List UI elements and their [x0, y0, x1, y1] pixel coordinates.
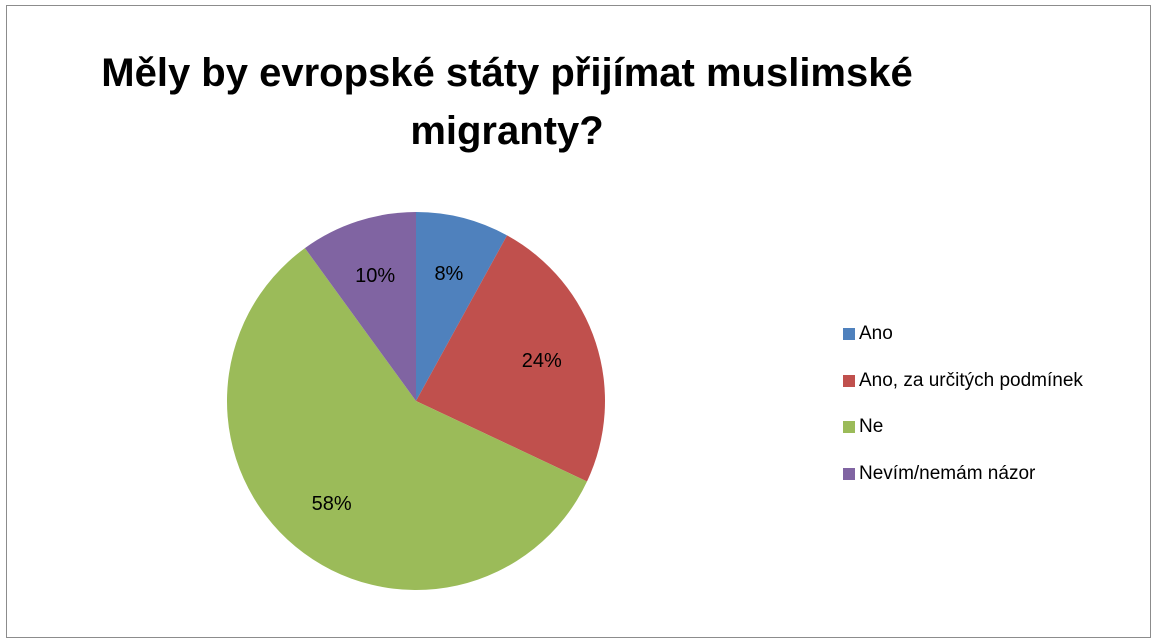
legend-item-4: Nevím/nemám názor [843, 462, 1083, 486]
pie-slice-4 [304, 212, 416, 401]
legend-swatch [843, 467, 855, 480]
pie-slice-label-1: 8% [434, 263, 463, 285]
legend-label: Ne [859, 416, 884, 437]
legend-swatch [843, 328, 855, 340]
pie-slice-3 [226, 248, 588, 590]
chart-title: Měly by evropské státy přijímat muslimsk… [7, 44, 1007, 160]
pie-chart: 8% 24% 58% 10% [226, 212, 605, 590]
chart-title-line-1: Měly by evropské státy přijímat muslimsk… [101, 51, 913, 95]
pie-slice-label-2: 24% [522, 350, 562, 372]
legend-item-1: Ano [843, 322, 1083, 346]
legend-swatch [843, 374, 855, 387]
pie-slice-1 [416, 212, 508, 401]
legend-item-2: Ano, za určitých podmínek [843, 369, 1083, 393]
pie-slice-label-3: 58% [312, 493, 352, 515]
chart-legend: Ano Ano, za určitých podmínek Ne Nevím/nemá… [843, 322, 1083, 508]
legend-label: Ano, za určitých podmínek [859, 369, 1083, 391]
pie-slice-label-4: 10% [355, 265, 395, 287]
legend-item-3: Ne [843, 415, 1083, 439]
legend-swatch [843, 421, 855, 433]
legend-label: Nevím/nemám názor [859, 462, 1036, 484]
pie-slice-2 [416, 235, 605, 482]
chart-frame: Měly by evropské státy přijímat muslimsk… [6, 5, 1151, 638]
chart-title-line-2: migranty? [410, 109, 604, 153]
legend-label: Ano [859, 323, 893, 344]
